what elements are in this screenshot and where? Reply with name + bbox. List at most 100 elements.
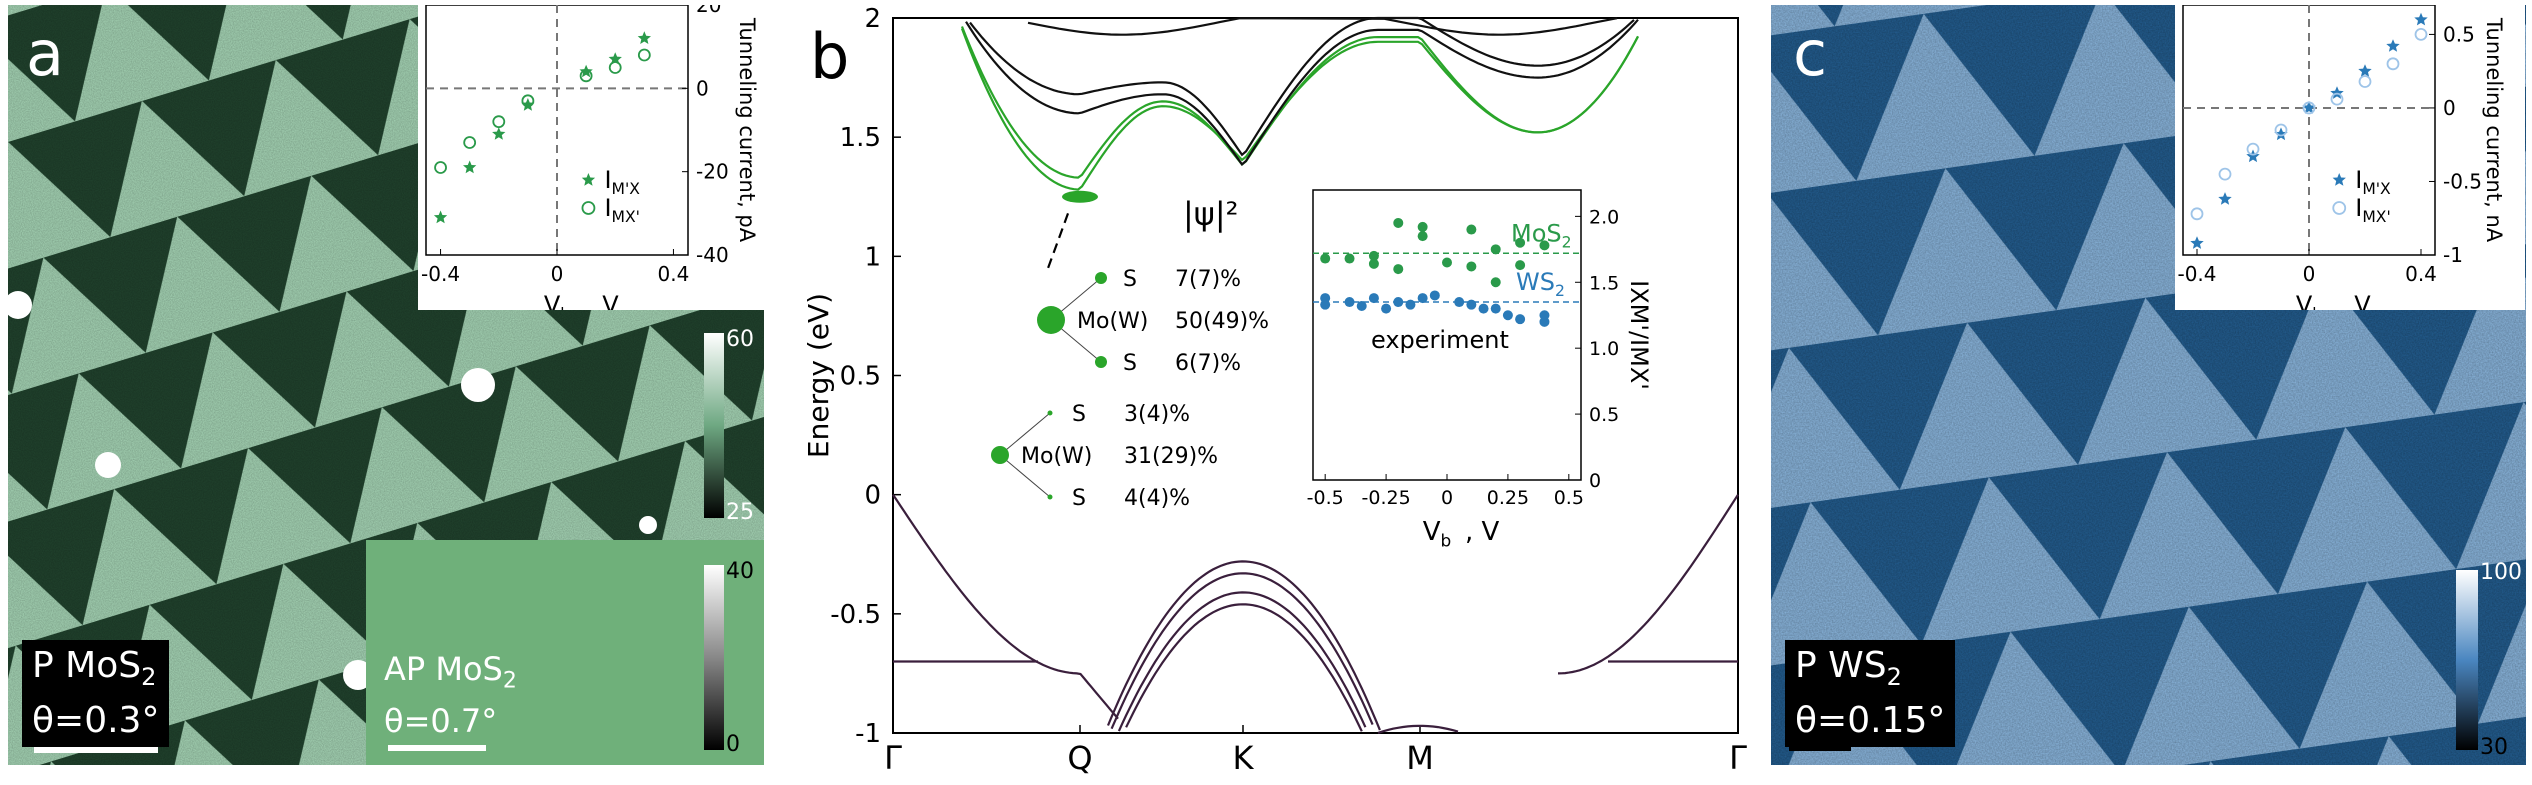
panel-c-letter: c bbox=[1793, 17, 1828, 90]
data-point bbox=[1466, 261, 1477, 272]
cbar-main-max: 60 bbox=[726, 327, 754, 352]
x-tick-label: Q bbox=[1067, 739, 1092, 777]
data-point bbox=[1502, 310, 1513, 321]
data-point bbox=[1393, 297, 1404, 308]
data-point-star bbox=[2274, 127, 2288, 141]
data-point bbox=[1478, 303, 1489, 314]
data-point-circle bbox=[637, 48, 651, 62]
cbar-main-min: 25 bbox=[726, 500, 754, 525]
x-tick-label: -0.4 bbox=[2177, 262, 2216, 286]
y-tick-label: 1 bbox=[864, 242, 881, 272]
data-point-star bbox=[2414, 12, 2428, 26]
data-point bbox=[1515, 260, 1526, 271]
data-point bbox=[1442, 257, 1452, 268]
legend-circle-icon bbox=[581, 201, 596, 215]
data-point-circle bbox=[2218, 167, 2232, 181]
orbital-upper-atom-label: S bbox=[1123, 351, 1137, 376]
orbital-lower-weight-label: 4(4)% bbox=[1124, 486, 1190, 511]
data-point bbox=[1381, 303, 1392, 314]
data-point bbox=[1393, 264, 1404, 275]
data-point bbox=[1344, 253, 1355, 264]
legend-label: IM'X bbox=[2355, 166, 2391, 198]
data-point-circle bbox=[2414, 28, 2428, 41]
x-tick-label: Γ bbox=[884, 739, 902, 777]
valence-band-gamma-left bbox=[892, 494, 1119, 720]
panel-c-label-line1: P WS bbox=[1795, 645, 1887, 686]
adsorbate-blob bbox=[95, 452, 121, 478]
panel-b-letter: b bbox=[810, 20, 849, 93]
orbital-upper-weight-label: 6(7)% bbox=[1175, 351, 1241, 376]
valence-band-m bbox=[1377, 724, 1459, 734]
x-axis-label: Vb bbox=[2296, 291, 2322, 310]
ap-label-line2: θ=0.7° bbox=[384, 702, 498, 741]
y-tick-label: -0.5 bbox=[2443, 169, 2482, 193]
adsorbate-blob bbox=[343, 660, 373, 690]
inset-b-frame bbox=[1312, 189, 1582, 481]
x-tick-label: K bbox=[1233, 739, 1255, 777]
data-point bbox=[1490, 244, 1501, 255]
panel-a-colorbar-main bbox=[704, 333, 724, 518]
x-tick-label: 0.4 bbox=[658, 262, 690, 286]
inset-b-x-tick-label: 0.25 bbox=[1487, 487, 1529, 509]
y-axis-label: Tunneling current, pA bbox=[735, 17, 759, 243]
x-tick-label: M bbox=[1406, 739, 1434, 777]
inset-b-y-tick-label: 0.5 bbox=[1589, 404, 1619, 426]
data-point-circle bbox=[579, 69, 593, 83]
orbital-lower-s-atom bbox=[1047, 410, 1053, 416]
orbital-upper-s-atom bbox=[1095, 272, 1107, 284]
orbital-upper-atom-label: Mo(W) bbox=[1077, 309, 1148, 334]
orbital-lower-weight-label: 3(4)% bbox=[1124, 402, 1190, 427]
panel-a-label-line2: θ=0.3° bbox=[32, 700, 160, 742]
y-tick-label: -1 bbox=[855, 719, 881, 749]
data-point-star bbox=[433, 210, 448, 224]
orbital-upper-s-atom bbox=[1095, 356, 1107, 368]
upper-band-black bbox=[1027, 17, 1618, 36]
ap-label: AP MoS2 θ=0.7° bbox=[374, 645, 527, 745]
ap-scale-bar bbox=[388, 745, 486, 751]
data-point bbox=[1429, 290, 1440, 301]
data-point bbox=[1320, 299, 1331, 310]
data-point-star bbox=[2358, 64, 2372, 77]
orbital-lower-bond bbox=[999, 412, 1051, 456]
inset-b-x-unit: , V bbox=[1465, 517, 1500, 547]
data-point-star bbox=[2190, 236, 2204, 249]
orbital-upper-weight-label: 50(49)% bbox=[1175, 309, 1269, 334]
x-tick-label: 0 bbox=[2303, 262, 2316, 286]
data-point bbox=[1405, 299, 1416, 310]
y-tick-label: -0.5 bbox=[830, 600, 881, 630]
y-tick-label: 0.5 bbox=[2443, 22, 2475, 46]
data-point-star bbox=[637, 31, 651, 44]
orbital-upper-metal-atom bbox=[1037, 306, 1065, 334]
valence-band-k bbox=[1125, 603, 1363, 732]
inset-background bbox=[418, 5, 778, 310]
ap-label-sub: 2 bbox=[502, 668, 517, 694]
y-tick-label: -20 bbox=[696, 160, 729, 184]
inset-b-x-tick-label: -0.25 bbox=[1362, 487, 1411, 509]
y-tick-label: 0 bbox=[696, 76, 709, 100]
data-point-star bbox=[492, 127, 506, 140]
data-point bbox=[1417, 231, 1428, 242]
inset-background bbox=[2175, 5, 2525, 310]
x-tick-label: 0.4 bbox=[2405, 262, 2437, 286]
data-point-circle bbox=[2302, 101, 2316, 115]
panel-a-letter: a bbox=[26, 17, 64, 90]
panel-c-colorbar bbox=[2456, 570, 2478, 750]
orbital-lower-weight-label: 31(29)% bbox=[1124, 444, 1218, 469]
valence-band-k bbox=[1110, 572, 1374, 730]
panel-c-cbar-min: 30 bbox=[2480, 735, 2508, 760]
y-axis-label: Energy (eV) bbox=[802, 293, 835, 458]
inset-b-x-label: Vb bbox=[1423, 517, 1452, 551]
orbital-lower-bond bbox=[999, 454, 1051, 498]
x-axis-label: Vb bbox=[544, 291, 570, 310]
data-point bbox=[1515, 314, 1526, 325]
y-tick-label: 0 bbox=[2443, 96, 2456, 120]
data-point-circle bbox=[2246, 142, 2260, 156]
x-axis-unit: , V bbox=[2339, 291, 2371, 310]
conduction-band-black bbox=[965, 18, 1639, 167]
inset-b-y-tick-label: 1.0 bbox=[1589, 338, 1619, 360]
data-point bbox=[1320, 253, 1331, 264]
data-point bbox=[1368, 258, 1379, 269]
y-tick-label: -40 bbox=[696, 243, 729, 267]
inset-b-x-tick-label: 0 bbox=[1441, 487, 1453, 509]
